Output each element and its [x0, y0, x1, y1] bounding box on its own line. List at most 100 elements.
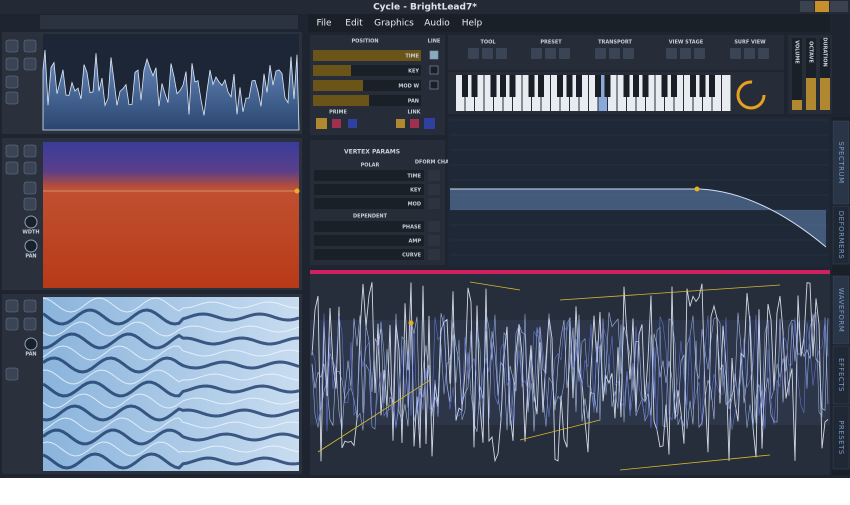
vertex-param-field[interactable]: [314, 249, 424, 260]
black-key[interactable]: [500, 75, 506, 97]
tool-icon[interactable]: [23, 317, 37, 331]
prime-button[interactable]: [316, 118, 327, 129]
white-key[interactable]: [655, 75, 665, 111]
minimize-button[interactable]: [800, 1, 814, 12]
white-key[interactable]: [494, 75, 503, 111]
position-slider[interactable]: [313, 65, 421, 76]
tool-icon[interactable]: [5, 317, 19, 331]
side-tab[interactable]: [832, 345, 850, 405]
black-key[interactable]: [471, 75, 478, 97]
toolbar-button[interactable]: [468, 48, 479, 59]
tool-icon[interactable]: [5, 39, 19, 53]
side-tab[interactable]: [832, 205, 850, 265]
menu-item[interactable]: Edit: [345, 19, 363, 29]
black-key[interactable]: [566, 75, 573, 97]
tool-icon[interactable]: [23, 197, 37, 211]
wave-vertex[interactable]: [408, 320, 414, 326]
link-button[interactable]: [410, 119, 419, 128]
black-key[interactable]: [642, 75, 649, 97]
toolbar-button[interactable]: [496, 48, 507, 59]
toolbar-button[interactable]: [666, 48, 677, 59]
master-knob[interactable]: [736, 80, 766, 110]
tool-icon[interactable]: [23, 39, 37, 53]
white-key[interactable]: [722, 75, 731, 111]
toolbar-button[interactable]: [609, 48, 620, 59]
dform-chan-button[interactable]: [428, 198, 440, 209]
line-checkbox[interactable]: [429, 65, 439, 75]
prime-button[interactable]: [332, 119, 341, 128]
tool-icon[interactable]: [5, 367, 19, 381]
tool-icon[interactable]: [5, 299, 19, 313]
toolbar-button[interactable]: [595, 48, 606, 59]
toolbar-button[interactable]: [482, 48, 493, 59]
toolbar-button[interactable]: [545, 48, 556, 59]
side-tab[interactable]: [832, 275, 850, 345]
white-key[interactable]: [551, 75, 560, 111]
line-checkbox[interactable]: [429, 80, 439, 90]
white-key[interactable]: [532, 75, 541, 111]
link-button[interactable]: [424, 118, 435, 129]
black-key[interactable]: [699, 75, 706, 97]
black-key[interactable]: [709, 75, 715, 97]
dform-chan-button[interactable]: [428, 221, 440, 232]
toolbar-button[interactable]: [744, 48, 755, 59]
prime-button[interactable]: [348, 119, 357, 128]
tool-icon[interactable]: [5, 75, 19, 89]
tool-icon[interactable]: [5, 57, 19, 71]
white-key[interactable]: [674, 75, 684, 111]
white-key[interactable]: [541, 75, 551, 111]
black-key[interactable]: [490, 75, 497, 97]
menu-item[interactable]: Audio: [424, 19, 450, 29]
toolbar-button[interactable]: [730, 48, 741, 59]
toolbar-button[interactable]: [694, 48, 705, 59]
white-key[interactable]: [627, 75, 636, 111]
menu-item[interactable]: File: [316, 19, 332, 29]
dform-chan-button[interactable]: [428, 235, 440, 246]
tool-icon[interactable]: [23, 181, 37, 195]
white-key[interactable]: [589, 75, 598, 111]
tool-icon[interactable]: [5, 161, 19, 175]
pan-lower-knob[interactable]: [24, 337, 38, 351]
side-tab[interactable]: [832, 120, 850, 205]
line-checkbox[interactable]: [429, 50, 439, 60]
maximize-button[interactable]: [815, 1, 829, 12]
vertex-param-field[interactable]: [314, 235, 424, 246]
black-key[interactable]: [538, 75, 544, 97]
black-key[interactable]: [604, 75, 611, 97]
white-key[interactable]: [456, 75, 465, 111]
black-key[interactable]: [528, 75, 535, 97]
black-key[interactable]: [462, 75, 468, 97]
white-key[interactable]: [484, 75, 494, 111]
toolbar-button[interactable]: [531, 48, 542, 59]
white-key[interactable]: [693, 75, 703, 111]
toolbar-button[interactable]: [623, 48, 634, 59]
width-knob[interactable]: [24, 215, 38, 229]
vertex-param-field[interactable]: [314, 170, 424, 181]
black-key[interactable]: [633, 75, 639, 97]
tool-icon[interactable]: [5, 91, 19, 105]
white-key[interactable]: [570, 75, 579, 111]
link-button[interactable]: [396, 119, 405, 128]
toolbar-button[interactable]: [559, 48, 570, 59]
black-key[interactable]: [576, 75, 582, 97]
white-key[interactable]: [560, 75, 570, 111]
white-key[interactable]: [522, 75, 532, 111]
tool-icon[interactable]: [5, 144, 19, 158]
white-key[interactable]: [617, 75, 627, 111]
graph-vertex[interactable]: [694, 186, 700, 192]
black-key[interactable]: [623, 75, 630, 97]
white-key[interactable]: [703, 75, 712, 111]
white-key[interactable]: [503, 75, 513, 111]
white-key[interactable]: [598, 75, 608, 111]
vertex-handle[interactable]: [294, 188, 300, 194]
tool-icon[interactable]: [23, 299, 37, 313]
black-key[interactable]: [671, 75, 677, 97]
vertex-param-field[interactable]: [314, 221, 424, 232]
black-key[interactable]: [509, 75, 516, 97]
white-key[interactable]: [608, 75, 617, 111]
vertex-param-field[interactable]: [314, 198, 424, 209]
black-key[interactable]: [690, 75, 696, 97]
white-key[interactable]: [475, 75, 484, 111]
toolbar-button[interactable]: [680, 48, 691, 59]
white-key[interactable]: [646, 75, 655, 111]
